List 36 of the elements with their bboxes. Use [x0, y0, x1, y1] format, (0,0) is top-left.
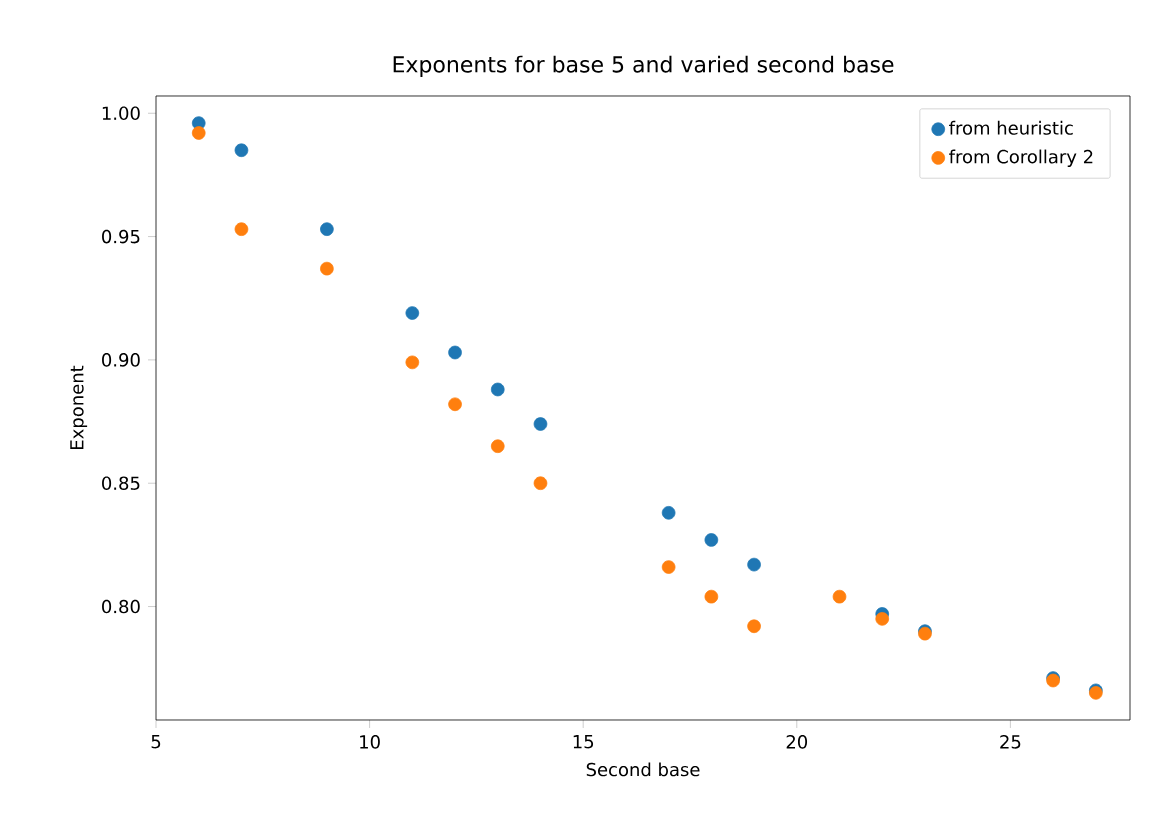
- point: [533, 417, 548, 431]
- x-tick-label: 25: [1000, 735, 1021, 749]
- x-tick-label: 20: [786, 735, 808, 749]
- y-tick-label: 1.00: [102, 106, 140, 121]
- chart-title: Exponents for base 5 and varied second base: [393, 55, 894, 77]
- point: [875, 612, 890, 626]
- point: [704, 589, 719, 604]
- x-axis-title: Second base: [586, 762, 700, 777]
- y-tick-label: 0.90: [102, 353, 140, 367]
- point: [234, 222, 249, 236]
- x-tick-label: 10: [360, 735, 380, 749]
- point: [533, 476, 548, 491]
- point: [448, 345, 462, 360]
- point: [747, 557, 761, 572]
- point: [320, 222, 334, 236]
- point: [320, 261, 334, 276]
- point: [448, 397, 462, 412]
- point: [405, 306, 420, 320]
- x-tick-label: 5: [151, 735, 161, 749]
- point: [191, 126, 206, 140]
- point: [405, 355, 420, 370]
- y-axis-title: Exponent: [70, 365, 88, 449]
- point: [661, 506, 676, 520]
- point: [661, 560, 676, 574]
- point: [832, 589, 847, 604]
- y-tick-label: 0.95: [102, 229, 140, 244]
- point: [704, 533, 719, 547]
- y-tick-label: 0.85: [102, 476, 140, 491]
- point: [234, 143, 249, 158]
- y-tick-label: 0.80: [102, 599, 140, 614]
- legend-label: from Corollary 2: [949, 149, 1093, 167]
- legend-label: from heuristic: [949, 120, 1073, 135]
- point: [490, 382, 505, 397]
- point: [490, 439, 505, 454]
- x-tick-label: 15: [573, 735, 594, 749]
- point: [747, 619, 761, 634]
